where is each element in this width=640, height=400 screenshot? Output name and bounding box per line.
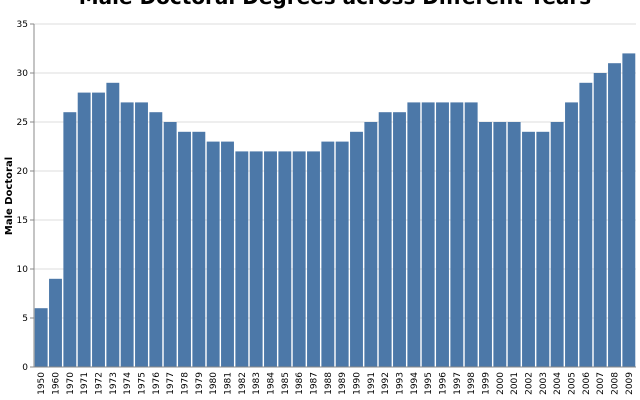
bar [292,151,306,367]
x-tick-label: 2009 [625,372,635,395]
bar [450,102,464,368]
x-tick-label: 1996 [439,372,449,395]
bar [249,151,263,367]
x-tick-label: 1978 [181,372,191,395]
y-tick-label: 0 [22,363,28,373]
bar [335,141,349,367]
bar [608,63,621,367]
bar [49,278,62,367]
x-tick-label: 1971 [80,372,90,395]
x-tick-label: 1960 [52,372,62,395]
x-tick-label: 1989 [338,372,348,395]
x-tick-label: 1991 [367,372,377,395]
bar [120,102,134,368]
x-tick-label: 2008 [611,372,621,395]
x-tick-label: 1977 [166,372,176,395]
bar [579,82,593,368]
bar [364,122,378,367]
bar [163,122,177,367]
x-tick-label: 2001 [510,372,520,395]
x-tick-label: 1995 [424,372,434,395]
y-tick-label: 25 [17,118,28,128]
y-tick-label: 10 [17,265,29,275]
x-tick-label: 1988 [324,372,334,395]
x-tick-label: 1976 [152,372,162,395]
y-tick-label: 20 [17,167,29,177]
bar [307,151,320,367]
bar [593,73,607,367]
bar [565,102,578,368]
x-tick-label: 1984 [267,372,277,395]
x-tick-label: 1990 [353,372,363,395]
bar [221,141,234,367]
bar [264,151,277,367]
bar [464,102,478,368]
bar [421,102,435,368]
x-tick-label: 2007 [596,372,606,395]
x-tick-label: 1973 [109,372,119,395]
x-tick-label: 2004 [553,372,563,395]
x-tick-label: 1975 [138,372,148,395]
x-tick-label: 1987 [310,372,320,395]
x-tick-label: 2003 [539,372,549,395]
bar [77,92,91,367]
x-tick-label: 1979 [195,372,205,395]
bar [622,53,636,368]
x-tick-label: 2006 [582,372,592,395]
x-tick-label: 1974 [123,372,133,395]
y-tick-label: 35 [17,20,28,30]
bar [235,151,249,367]
x-tick-label: 1999 [482,372,492,395]
bar [149,112,163,367]
x-tick-label: 1998 [467,372,477,395]
bar [436,102,449,368]
x-tick-label: 2000 [496,372,506,395]
bar [407,102,421,368]
bar [507,122,521,367]
x-tick-label: 1981 [224,372,234,395]
bar [393,112,406,367]
bar [493,122,507,367]
bar [479,122,492,367]
bar [192,131,206,367]
bar [178,131,191,367]
x-tick-label: 1970 [66,372,76,395]
x-tick-label: 1950 [37,372,47,395]
bar [135,102,148,368]
x-tick-label: 1993 [396,372,406,395]
bar [63,112,77,367]
y-axis-title: Male Doctoral [4,157,15,235]
x-tick-label: 2002 [525,372,535,395]
bar [522,131,535,367]
x-tick-label: 1994 [410,372,420,395]
x-tick-label: 1982 [238,372,248,395]
bar [550,122,564,367]
bar [106,82,120,368]
x-tick-label: 1983 [252,372,262,395]
bar [34,308,48,367]
x-tick-label: 1986 [295,372,305,395]
bar [321,141,335,367]
y-tick-label: 30 [17,69,29,79]
x-tick-label: 2005 [568,372,578,395]
chart-title: Male Doctoral Degrees across Different Y… [79,0,591,9]
x-tick-label: 1972 [95,372,105,395]
bar [206,141,220,367]
x-tick-label: 1985 [281,372,291,395]
bar [536,131,550,367]
y-tick-label: 15 [17,216,28,226]
bar [278,151,292,367]
bar [350,131,363,367]
x-tick-label: 1992 [381,372,391,395]
bar [92,92,105,367]
x-tick-label: 1980 [209,372,219,395]
x-tick-label: 1997 [453,372,463,395]
bar [378,112,392,367]
y-tick-label: 5 [22,314,28,324]
